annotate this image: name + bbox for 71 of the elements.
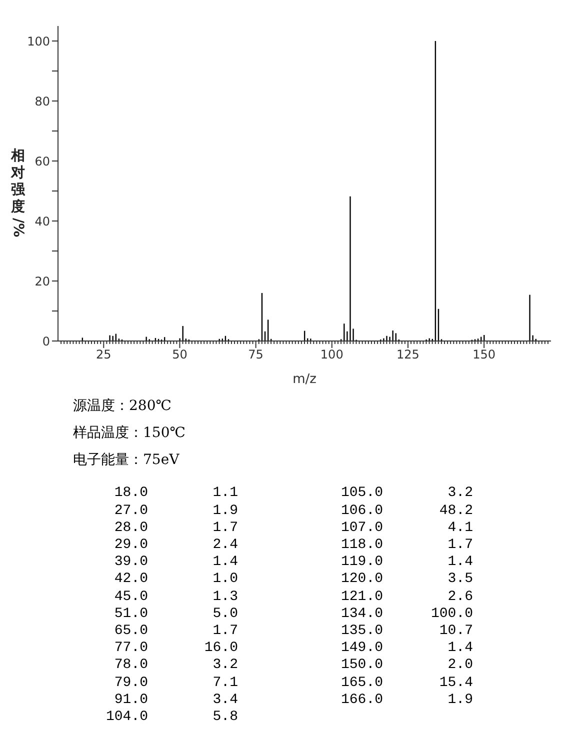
text: 1.4 — [212, 554, 238, 572]
text: 118.0 — [340, 536, 383, 554]
text: 3.4 — [212, 692, 238, 709]
text: 166.0 — [340, 692, 383, 709]
text: 电子能量：75eV — [73, 451, 180, 470]
text: 3.2 — [446, 485, 473, 503]
y-tick-label: 40 — [34, 214, 50, 228]
y-tick-label: 60 — [34, 154, 50, 168]
text: 104.0 — [104, 708, 148, 726]
text: 120.0 — [340, 571, 383, 589]
x-tick-label: 100 — [320, 348, 344, 362]
y-tick-label: 80 — [34, 94, 50, 108]
text: 29.0 — [113, 536, 148, 554]
text: 1.9 — [446, 692, 473, 709]
text: 65.0 — [113, 622, 148, 640]
text: 7.1 — [212, 674, 238, 692]
text: 16.0 — [203, 640, 238, 658]
text: 165.0 — [340, 674, 383, 692]
x-axis-title: m/z — [292, 372, 317, 387]
text: 1.4 — [446, 554, 473, 572]
text: 79.0 — [113, 674, 148, 692]
text: 18.0 — [113, 485, 148, 503]
text: 106.0 — [340, 502, 383, 520]
text: 1.0 — [212, 571, 238, 589]
text: 1.3 — [212, 588, 238, 606]
text: 1.1 — [212, 485, 238, 503]
text: 1.7 — [446, 536, 473, 554]
text: 78.0 — [113, 657, 148, 675]
text: 51.0 — [113, 606, 148, 623]
text: 77.0 — [113, 640, 148, 658]
text: 121.0 — [340, 588, 383, 606]
text: 1.7 — [212, 622, 238, 640]
y-tick-label: 100 — [27, 34, 50, 48]
text: 107.0 — [340, 520, 383, 537]
x-tick-label: 75 — [248, 348, 264, 362]
text: 105.0 — [340, 485, 383, 503]
x-tick-label: 50 — [172, 348, 188, 362]
x-tick-label: 25 — [96, 348, 112, 362]
text: 2.4 — [212, 536, 238, 554]
text: 45.0 — [113, 588, 148, 606]
y-tick-label: 20 — [34, 274, 50, 288]
x-tick-label: 125 — [396, 348, 420, 362]
text: 100.0 — [430, 606, 473, 623]
text: 2.0 — [446, 657, 473, 675]
text: 4.1 — [446, 520, 473, 537]
text: 2.6 — [446, 588, 473, 606]
text: 42.0 — [113, 571, 148, 589]
text: 48.2 — [438, 502, 473, 520]
text: 1.4 — [446, 640, 473, 658]
text: 28.0 — [113, 520, 148, 537]
text: 1.9 — [212, 502, 238, 520]
y-axis-title: 相对强度/% — [10, 148, 26, 238]
text: 1.7 — [212, 520, 238, 537]
x-tick-label: 150 — [472, 348, 496, 362]
text: 3.2 — [212, 657, 238, 675]
text: 135.0 — [340, 622, 383, 640]
text: 10.7 — [438, 622, 473, 640]
text: 150.0 — [340, 657, 383, 675]
text: 91.0 — [113, 692, 148, 709]
text: 5.0 — [212, 606, 238, 623]
text: 149.0 — [340, 640, 383, 658]
text: 样品温度：150℃ — [73, 424, 186, 443]
y-tick-label: 0 — [42, 334, 50, 348]
text: 119.0 — [340, 554, 383, 572]
text: 27.0 — [113, 502, 148, 520]
text: 3.5 — [446, 571, 473, 589]
text: 源温度：280℃ — [73, 397, 172, 416]
text: 134.0 — [340, 606, 383, 623]
text: 15.4 — [438, 674, 473, 692]
text: 5.8 — [212, 708, 238, 726]
text: 39.0 — [113, 554, 148, 572]
